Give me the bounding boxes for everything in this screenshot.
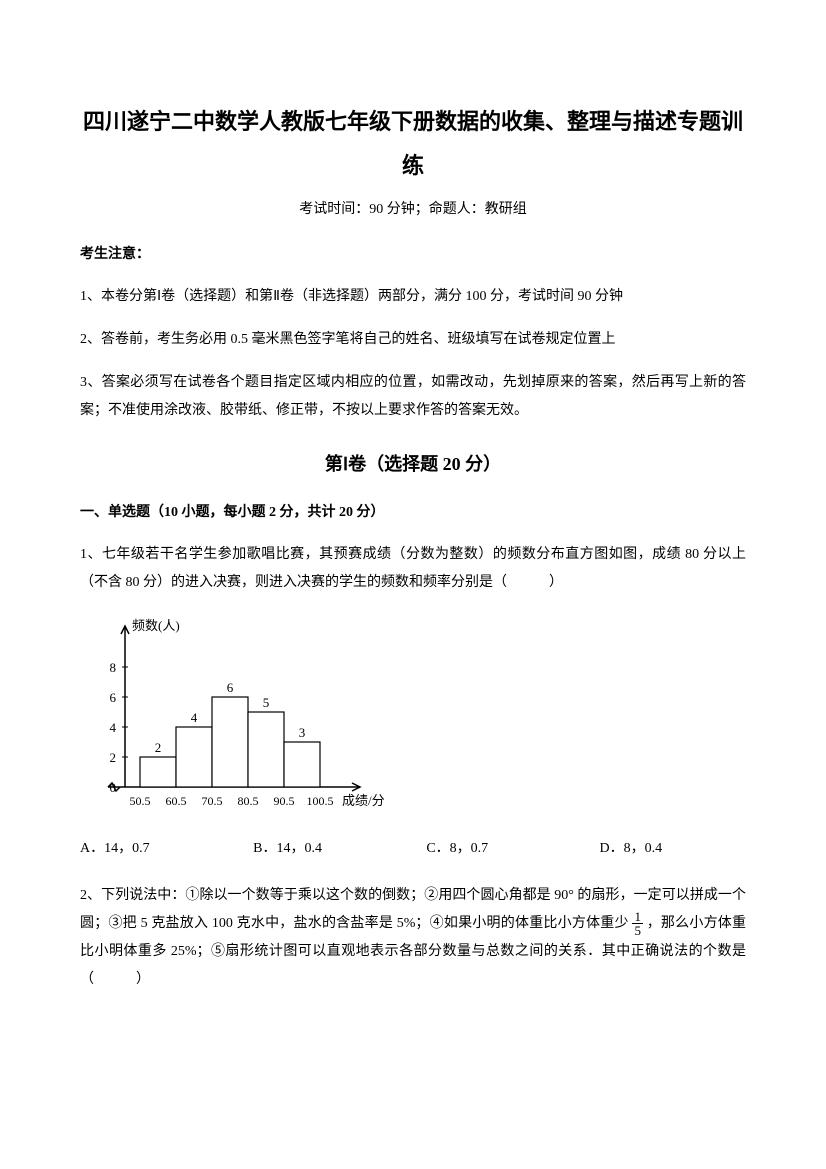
histogram-chart: 0 2 4 6 8 频数(人) 成绩/分 2 4 6 5 3 50.5 60.5… — [90, 612, 746, 817]
notice-2: 2、答卷前，考生务必用 0.5 毫米黑色签字笔将自己的姓名、班级填写在试卷规定位… — [80, 326, 746, 354]
option-b: B．14，0.4 — [253, 837, 426, 857]
svg-text:2: 2 — [110, 750, 117, 765]
main-title: 四川遂宁二中数学人教版七年级下册数据的收集、整理与描述专题训练 — [80, 100, 746, 188]
svg-text:4: 4 — [191, 710, 198, 725]
notice-1: 1、本卷分第Ⅰ卷（选择题）和第Ⅱ卷（非选择题）两部分，满分 100 分，考试时间… — [80, 283, 746, 311]
notice-3: 3、答案必须写在试卷各个题目指定区域内相应的位置，如需改动，先划掉原来的答案，然… — [80, 369, 746, 425]
svg-text:50.5: 50.5 — [130, 794, 151, 808]
svg-text:4: 4 — [110, 720, 117, 735]
sub-section-title: 一、单选题（10 小题，每小题 2 分，共计 20 分） — [80, 501, 746, 521]
fraction-denominator: 5 — [632, 924, 643, 937]
svg-text:2: 2 — [155, 740, 162, 755]
svg-text:100.5: 100.5 — [307, 794, 334, 808]
svg-text:90.5: 90.5 — [274, 794, 295, 808]
svg-text:成绩/分: 成绩/分 — [342, 793, 385, 808]
option-d: D．8，0.4 — [599, 837, 746, 857]
svg-text:5: 5 — [263, 695, 270, 710]
svg-text:3: 3 — [299, 725, 306, 740]
option-c: C．8，0.7 — [426, 837, 599, 857]
svg-text:8: 8 — [110, 660, 117, 675]
option-a: A．14，0.7 — [80, 837, 253, 857]
svg-text:频数(人): 频数(人) — [132, 618, 180, 633]
fraction-icon: 1 5 — [632, 910, 643, 937]
svg-text:60.5: 60.5 — [166, 794, 187, 808]
question-1-text: 1、七年级若干名学生参加歌唱比赛，其预赛成绩（分数为整数）的频数分布直方图如图，… — [80, 541, 746, 597]
question-1-options: A．14，0.7 B．14，0.4 C．8，0.7 D．8，0.4 — [80, 837, 746, 857]
question-2-text: 2、下列说法中：①除以一个数等于乘以这个数的倒数；②用四个圆心角都是 90° 的… — [80, 882, 746, 994]
svg-text:70.5: 70.5 — [202, 794, 223, 808]
subtitle: 考试时间：90 分钟；命题人：教研组 — [80, 198, 746, 218]
svg-text:6: 6 — [227, 680, 234, 695]
svg-text:0: 0 — [110, 780, 117, 795]
svg-text:80.5: 80.5 — [238, 794, 259, 808]
svg-text:6: 6 — [110, 690, 117, 705]
fraction-numerator: 1 — [632, 910, 643, 924]
notice-header: 考生注意： — [80, 243, 746, 263]
section-title: 第Ⅰ卷（选择题 20 分） — [80, 450, 746, 476]
